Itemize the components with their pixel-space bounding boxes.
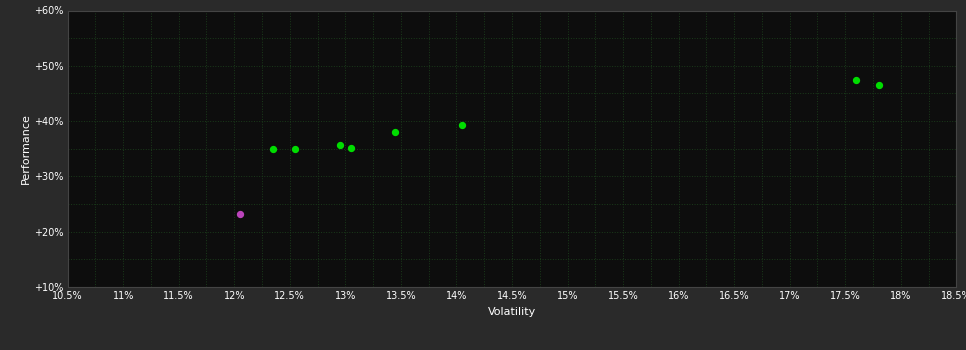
Point	[454, 122, 469, 128]
Point	[387, 129, 403, 134]
X-axis label: Volatility: Volatility	[488, 307, 536, 317]
Point	[871, 82, 887, 88]
Y-axis label: Performance: Performance	[21, 113, 31, 184]
Point	[232, 211, 247, 217]
Point	[288, 147, 303, 152]
Point	[849, 77, 865, 83]
Point	[266, 146, 281, 152]
Point	[332, 142, 348, 148]
Point	[343, 145, 358, 150]
